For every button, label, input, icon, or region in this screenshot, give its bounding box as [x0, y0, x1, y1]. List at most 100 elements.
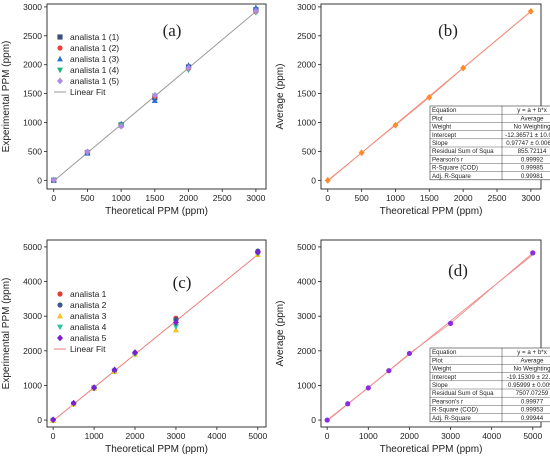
stats-label: Adj. R-Square [432, 415, 471, 422]
y-tick-label: 4000 [23, 277, 42, 287]
y-axis-label: Average (ppm) [275, 301, 286, 367]
legend-label: analista 1 (4) [70, 65, 119, 75]
data-point [406, 350, 413, 357]
x-tick-label: 0 [51, 431, 56, 441]
y-tick-label: 2000 [23, 60, 42, 70]
data-point [530, 250, 536, 256]
y-tick-label: 3000 [23, 2, 42, 12]
stats-value: 0.99992 [521, 156, 544, 163]
stats-value: Average [521, 357, 544, 364]
stats-label: Plot [432, 115, 443, 122]
stats-label: Pearson's r [432, 156, 463, 163]
y-tick-label: 1000 [297, 380, 316, 390]
legend-label: analista 3 [70, 311, 107, 321]
x-tick-label: 3000 [441, 431, 460, 441]
x-tick-label: 3000 [166, 431, 185, 441]
data-point [252, 4, 259, 11]
y-tick-label: 4000 [297, 277, 316, 287]
x-tick-label: 5000 [523, 431, 542, 441]
legend-marker [57, 302, 63, 308]
y-tick-label: 3000 [297, 2, 316, 12]
stats-label: Equation [432, 349, 457, 356]
x-tick-label: 500 [80, 193, 94, 203]
y-tick-label: 1500 [23, 89, 42, 99]
x-tick-label: 2000 [179, 193, 198, 203]
y-tick-label: 0 [37, 175, 42, 185]
plot-frame [320, 239, 542, 428]
data-point [460, 64, 467, 72]
stats-label: Slope [432, 140, 448, 147]
legend-marker [57, 77, 63, 85]
chart-panel-4: 0 1000 2000 3000 4000 5000 0 1000 2000 3000 4000 50… [275, 239, 550, 455]
data-point [447, 320, 454, 326]
stats-label: R-Square (COD) [432, 407, 478, 414]
legend-label: analista 1 (1) [70, 32, 119, 42]
x-tick-label: 0 [325, 431, 330, 441]
x-tick-label: 1000 [386, 193, 405, 203]
data-point [365, 385, 371, 391]
legend-marker [57, 312, 63, 319]
stats-label: R-Square (COD) [432, 165, 478, 172]
stats-value: -12.36571 ± 10.042 [505, 132, 550, 139]
legend-marker [57, 334, 63, 342]
stats-label: Plot [432, 357, 443, 364]
stats-value: No Weighting [513, 124, 550, 131]
stats-value: 0.99944 [521, 415, 544, 422]
stats-value: 0.99953 [521, 407, 544, 414]
stats-label: Weight [432, 366, 451, 373]
stats-label: Intercept [432, 132, 456, 139]
x-axis-label: Theoretical PPM (ppm) [380, 444, 483, 455]
stats-value: 0.97747 ± 0.00606 [506, 140, 550, 147]
stats-value: 7507.07259 [516, 390, 549, 397]
x-tick-label: 5000 [248, 431, 267, 441]
y-tick-label: 5000 [23, 242, 42, 252]
stats-label: Pearson's r [432, 398, 463, 405]
y-tick-label: 500 [302, 146, 316, 156]
stats-value: 0.99977 [521, 398, 544, 405]
x-tick-label: 1500 [420, 193, 439, 203]
stats-table-frame [429, 347, 550, 423]
series-1 [324, 250, 536, 423]
data-point [172, 324, 179, 330]
stats-label: Residual Sum of Squa [432, 148, 494, 155]
x-tick-label: 1500 [145, 193, 164, 203]
y-tick-label: 2000 [297, 346, 316, 356]
x-tick-label: 1000 [359, 431, 378, 441]
stats-value: y = a + b*x [517, 349, 547, 356]
legend-marker [57, 45, 63, 51]
y-tick-label: 1000 [297, 118, 316, 128]
x-tick-label: 4000 [207, 431, 226, 441]
x-axis-label: Theoretical PPM (ppm) [380, 206, 483, 217]
regression-stats-table: Equation y = a + b*x Plot Average Weight No W… [429, 105, 550, 181]
stats-value: No Weighting [513, 366, 550, 373]
data-point [358, 149, 365, 157]
panel-label: (d) [448, 261, 468, 280]
data-point [386, 368, 392, 374]
stats-label: Equation [432, 107, 457, 114]
legend-marker [57, 55, 63, 62]
average-connect-line [327, 11, 532, 181]
x-tick-label: 2500 [213, 193, 232, 203]
y-tick-label: 0 [311, 415, 316, 425]
panel-label: (a) [163, 21, 182, 40]
stats-value: -19.15309 ± 22.64 [507, 374, 550, 381]
chart-panel-3: 0 1000 2000 3000 4000 5000 0 1000 2000 3000 4000 50… [1, 239, 268, 455]
data-point [91, 384, 98, 392]
stats-label: Intercept [432, 374, 456, 381]
y-tick-label: 2500 [297, 31, 316, 41]
legend-label: analista 1 (2) [70, 43, 119, 53]
stats-label: Slope [432, 382, 448, 389]
y-axis-label: Average (ppm) [275, 64, 286, 130]
x-tick-label: 1000 [112, 193, 131, 203]
data-point [50, 416, 57, 424]
plot-frame [46, 3, 267, 190]
data-point [254, 248, 261, 256]
legend-label: analista 1 [70, 289, 107, 299]
data-point [70, 399, 77, 407]
x-tick-label: 2000 [126, 431, 145, 441]
plot-frame [320, 3, 542, 190]
x-tick-label: 4000 [482, 431, 501, 441]
data-point [185, 64, 192, 72]
y-tick-label: 3000 [297, 311, 316, 321]
